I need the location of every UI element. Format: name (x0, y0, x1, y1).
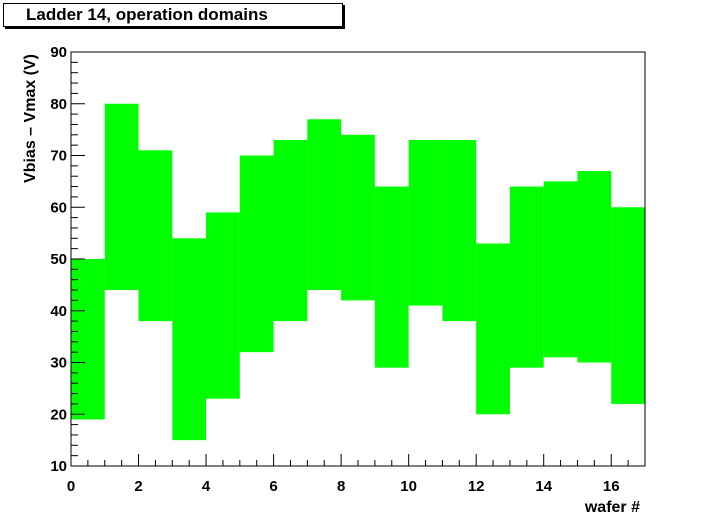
bar-1 (104, 103, 139, 291)
bars-group (71, 103, 645, 441)
bar-15 (577, 171, 612, 363)
bar-9 (374, 186, 409, 368)
y-axis-title: Vbias – Vmax (V) (22, 54, 39, 183)
bar-6 (273, 139, 308, 322)
y-tick-label: 60 (50, 199, 67, 216)
bar-7 (307, 119, 342, 291)
x-tick-label: 12 (468, 478, 485, 495)
bar-11 (442, 139, 477, 322)
bar-0 (71, 259, 105, 420)
bar-4 (206, 212, 240, 399)
bar-10 (408, 139, 443, 306)
x-tick-label: 10 (400, 478, 417, 495)
bar-14 (543, 181, 578, 358)
bar-3 (172, 238, 207, 441)
x-axis-title: wafer # (584, 499, 640, 516)
x-tick-label: 8 (337, 478, 345, 495)
x-tick-label: 16 (603, 478, 620, 495)
bar-12 (476, 243, 510, 415)
x-axis: 0 2 4 6 8 10 12 14 16 (67, 454, 646, 495)
chart-title: Ladder 14, operation domains (26, 5, 268, 24)
y-tick-label: 80 (50, 96, 67, 113)
y-tick-label: 10 (50, 458, 67, 475)
bar-5 (239, 155, 274, 353)
y-tick-label: 20 (50, 406, 67, 423)
x-tick-label: 14 (535, 478, 552, 495)
y-tick-label: 50 (50, 251, 67, 268)
x-tick-label: 6 (269, 478, 277, 495)
bar-2 (138, 150, 173, 322)
y-axis: 10 20 30 40 50 60 70 80 90 (50, 44, 85, 475)
bar-13 (509, 186, 544, 368)
x-tick-label: 4 (202, 478, 211, 495)
bar-16 (611, 207, 645, 404)
y-tick-label: 90 (50, 44, 67, 61)
y-tick-label: 30 (50, 355, 67, 372)
bar-8 (341, 134, 375, 301)
x-tick-label: 0 (67, 478, 75, 495)
x-tick-label: 2 (134, 478, 142, 495)
y-tick-label: 70 (50, 148, 67, 165)
chart-title-box: Ladder 14, operation domains (3, 3, 343, 27)
y-tick-label: 40 (50, 303, 67, 320)
